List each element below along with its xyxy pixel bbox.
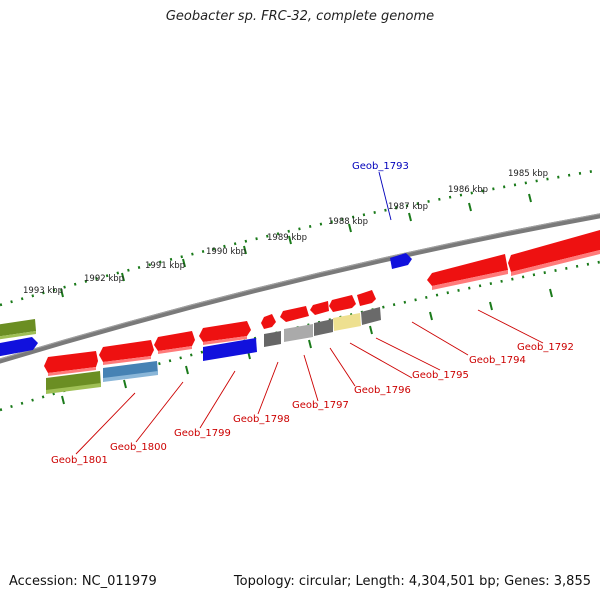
gene-geob-1793[interactable] (390, 253, 412, 269)
gene-gray-1798[interactable] (264, 331, 281, 347)
scale-label-1992: 1992 kbp (84, 274, 124, 284)
label-geob-1800: Geob_1800 (110, 442, 167, 453)
gene-red-1795[interactable] (310, 301, 329, 315)
gene-red-1801[interactable] (44, 351, 98, 373)
gene-blue-1799[interactable] (203, 338, 257, 361)
gene-left-blue[interactable] (0, 337, 38, 357)
scale-label-1988: 1988 kbp (328, 217, 368, 227)
accession-text: Accession: NC_011979 (9, 574, 157, 589)
gene-geob-1792-shade (432, 270, 508, 290)
gene-geob-1792-a[interactable] (508, 230, 600, 272)
gene-red-1794a[interactable] (357, 290, 376, 306)
gene-red-shades (48, 367, 96, 376)
gene-steel-1800-shade (103, 371, 158, 382)
scale-label-1986: 1986 kbp (448, 185, 488, 195)
gene-steel-1800[interactable] (103, 361, 158, 381)
label-geob-1801: Geob_1801 (51, 455, 108, 466)
reverse-strand-genes (44, 230, 600, 394)
scale-label-1990: 1990 kbp (206, 247, 246, 257)
gene-khaki-1795[interactable] (333, 313, 361, 331)
gene-gray-1794[interactable] (361, 307, 381, 325)
label-geob-1793: Geob_1793 (352, 161, 409, 172)
label-geob-1796: Geob_1796 (354, 385, 411, 396)
gene-red-1794b[interactable] (329, 295, 356, 312)
gene-geob-1792-shade2 (511, 250, 600, 276)
gene-gray-1796[interactable] (314, 319, 333, 336)
label-geob-1799: Geob_1799 (174, 428, 231, 439)
scale-label-1985: 1985 kbp (508, 169, 548, 179)
scale-label-1989: 1989 kbp (267, 233, 307, 243)
scale-label-1987: 1987 kbp (388, 202, 428, 212)
gene-red-1799[interactable] (199, 321, 251, 342)
gene-left-olive[interactable] (0, 319, 36, 337)
label-leaders (75, 171, 544, 455)
gene-left-olive-shade (0, 331, 36, 340)
gene-geob-1792-b[interactable] (427, 254, 508, 286)
gene-red-1797[interactable] (261, 314, 276, 329)
genome-summary-text: Topology: circular; Length: 4,304,501 bp… (233, 574, 591, 589)
genome-backbone-highlight (0, 213, 600, 360)
scale-label-1993: 1993 kbp (23, 286, 63, 296)
genome-backbone (0, 213, 600, 364)
gene-red-shades3 (158, 346, 192, 354)
inner-major-ticks (61, 288, 553, 405)
label-geob-1794: Geob_1794 (469, 355, 526, 366)
label-geob-1798: Geob_1798 (233, 414, 290, 425)
outer-major-ticks (60, 193, 532, 298)
forward-strand-genes (0, 253, 412, 357)
gene-red-1800[interactable] (154, 331, 195, 351)
label-geob-1792: Geob_1792 (517, 342, 574, 353)
gene-olive-1801-shade (46, 383, 101, 394)
gene-red-shades2 (103, 356, 151, 365)
gene-red-1796[interactable] (280, 306, 309, 322)
label-geob-1795: Geob_1795 (412, 370, 469, 381)
map-title: Geobacter sp. FRC-32, complete genome (165, 9, 435, 24)
outer-scale-track (0, 168, 600, 307)
gene-lightgray-1797[interactable] (284, 324, 313, 342)
scale-label-1991: 1991 kbp (145, 261, 185, 271)
gene-red-shades4 (203, 336, 247, 345)
gene-red-1800b[interactable] (99, 340, 154, 362)
label-geob-1797: Geob_1797 (292, 400, 349, 411)
